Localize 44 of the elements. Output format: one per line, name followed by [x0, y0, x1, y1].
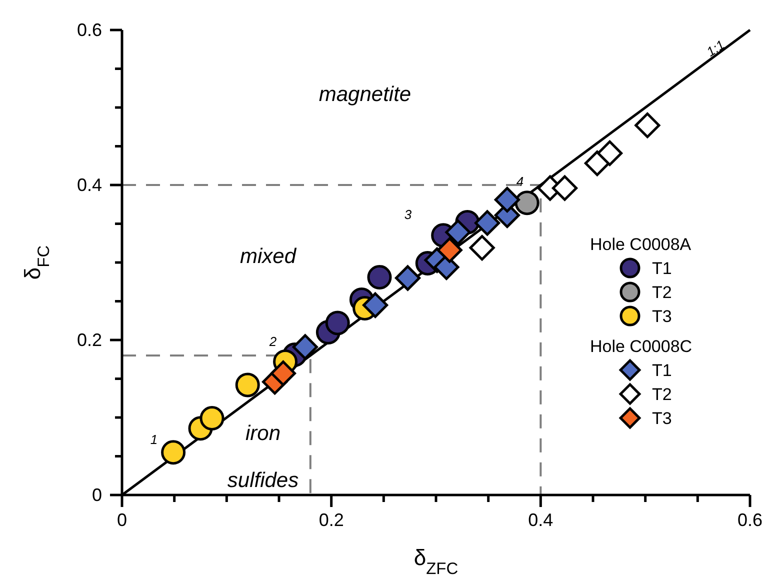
- point: [436, 237, 462, 263]
- legend-label: T2: [652, 385, 672, 404]
- y-tick-label: 0.2: [76, 330, 102, 350]
- annotation: 1:1: [704, 37, 728, 60]
- point: [362, 292, 388, 318]
- point: [292, 334, 318, 360]
- legend-label: T3: [652, 409, 672, 428]
- annotation: 4: [516, 174, 524, 189]
- point: [200, 406, 224, 431]
- point: [445, 219, 471, 246]
- annotation: magnetite: [318, 83, 412, 106]
- text: Hole C0008A: [590, 235, 692, 254]
- annotation: mixed: [240, 245, 298, 268]
- point: [325, 310, 350, 336]
- annotation: 1: [150, 432, 158, 447]
- x-tick-label: 0: [116, 510, 128, 530]
- point: [514, 190, 540, 216]
- point: [235, 372, 260, 398]
- annotation: iron: [245, 422, 281, 445]
- point: [552, 175, 578, 201]
- point: [367, 264, 392, 290]
- point: [161, 440, 186, 465]
- annotation: sulfides: [227, 469, 300, 492]
- x-tick-label: 0.4: [528, 510, 554, 530]
- y-tick-label: 0.6: [76, 20, 102, 40]
- x-axis-title: δ$_{ZFC}$: [414, 545, 458, 575]
- annotation: 3: [404, 207, 412, 222]
- y-tick-label: 0.4: [76, 175, 102, 195]
- text: Hole C0008C: [590, 337, 692, 356]
- legend-label: T2: [652, 283, 672, 302]
- point: [634, 112, 660, 138]
- legend-label: T1: [652, 259, 672, 278]
- point: [394, 265, 421, 291]
- point: [469, 234, 495, 261]
- x-tick-label: 0.6: [737, 510, 763, 530]
- legend-label: T3: [652, 307, 672, 326]
- y-tick-label: 0: [92, 485, 102, 505]
- point: [474, 210, 500, 236]
- point: [596, 140, 623, 166]
- annotation: 2: [268, 334, 278, 349]
- legend-label: T1: [652, 361, 672, 380]
- point: [494, 186, 520, 213]
- x-tick-label: 0.2: [318, 510, 344, 530]
- point: [270, 360, 296, 386]
